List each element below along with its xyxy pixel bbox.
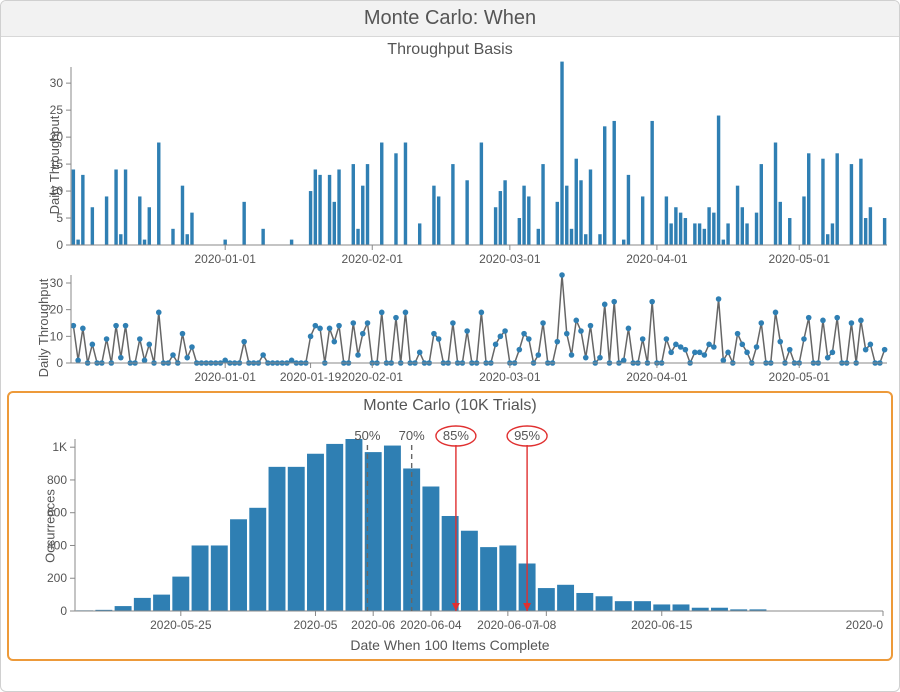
svg-text:95%: 95% (514, 428, 540, 443)
svg-text:2020-01-01: 2020-01-01 (194, 370, 256, 384)
throughput-line-panel: Daily Throughput 0 10 20 30 2020-01-01 2020-0… (1, 269, 899, 387)
monte-carlo-ylabel: Occurrences (42, 489, 57, 563)
svg-text:2020-04-01: 2020-04-01 (626, 370, 688, 384)
svg-text:2020-04-01: 2020-04-01 (626, 252, 688, 266)
throughput-bar-title: Throughput Basis (1, 41, 899, 59)
svg-text:2020-01-01: 2020-01-01 (194, 252, 256, 266)
svg-text:2020-06-07: 2020-06-07 (477, 618, 539, 632)
svg-text:2020-06: 2020-06 (351, 618, 395, 632)
card-title: Monte Carlo: When (364, 7, 536, 29)
svg-text:85%: 85% (443, 428, 469, 443)
svg-text:200: 200 (47, 571, 67, 585)
throughput-line-chart: 0 10 20 30 2020-01-01 2020-01-192020-02-01 202… (1, 269, 900, 387)
svg-text:2020-03-01: 2020-03-01 (479, 370, 541, 384)
throughput-bar-chart: 0510152025302020-01-012020-02-012020-03-… (1, 61, 900, 269)
svg-text:10: 10 (50, 329, 64, 343)
monte-carlo-when-card: { "header": { "title": "Monte Carlo: Whe… (0, 0, 900, 692)
monte-carlo-title: Monte Carlo (10K Trials) (9, 397, 891, 415)
card-header: Monte Carlo: When (1, 1, 899, 37)
monte-carlo-xlabel: Date When 100 Items Complete (9, 637, 891, 653)
svg-text:1K: 1K (52, 440, 67, 454)
monte-carlo-chart: 02004006008001K2020-05-252020-052020-062… (9, 417, 893, 635)
svg-text:50%: 50% (354, 428, 380, 443)
svg-text:i-08: i-08 (536, 618, 556, 632)
throughput-line-ylabel: Daily Throughput (37, 279, 51, 378)
svg-text:0: 0 (60, 604, 67, 618)
svg-text:30: 30 (50, 76, 64, 90)
svg-text:2020-05: 2020-05 (293, 618, 337, 632)
svg-text:2020-05-01: 2020-05-01 (769, 252, 831, 266)
svg-text:30: 30 (50, 276, 64, 290)
throughput-bar-ylabel: Daily Throughput (47, 116, 62, 215)
svg-text:2020-02-01: 2020-02-01 (342, 252, 404, 266)
svg-text:2020-06-15: 2020-06-15 (631, 618, 693, 632)
svg-text:2020-0: 2020-0 (846, 618, 884, 632)
svg-text:2020-03-01: 2020-03-01 (479, 252, 541, 266)
svg-text:70%: 70% (399, 428, 425, 443)
monte-carlo-panel: Occurrences 02004006008001K2020-05-25202… (9, 417, 891, 635)
monte-carlo-frame: Monte Carlo (10K Trials) Occurrences 020… (7, 391, 893, 661)
throughput-bar-panel: Daily Throughput 0510152025302020-01-012… (1, 61, 899, 269)
svg-text:0: 0 (56, 238, 63, 252)
svg-text:2020-01-19: 2020-01-19 (280, 370, 342, 384)
svg-text:2020-06-04: 2020-06-04 (400, 618, 462, 632)
svg-text:2020-05-01: 2020-05-01 (769, 370, 831, 384)
svg-text:0: 0 (56, 356, 63, 370)
svg-text:800: 800 (47, 473, 67, 487)
svg-text:20: 20 (50, 303, 64, 317)
svg-text:2020-05-25: 2020-05-25 (150, 618, 212, 632)
svg-text:2020-02-01: 2020-02-01 (342, 370, 404, 384)
